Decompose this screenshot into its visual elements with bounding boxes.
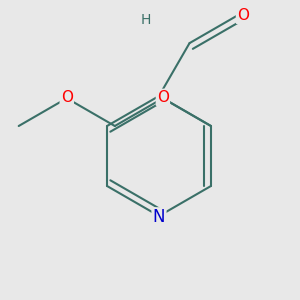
- Text: O: O: [61, 90, 73, 105]
- Text: N: N: [153, 208, 165, 226]
- Text: O: O: [237, 8, 249, 23]
- Text: O: O: [157, 90, 169, 105]
- Text: H: H: [140, 13, 151, 26]
